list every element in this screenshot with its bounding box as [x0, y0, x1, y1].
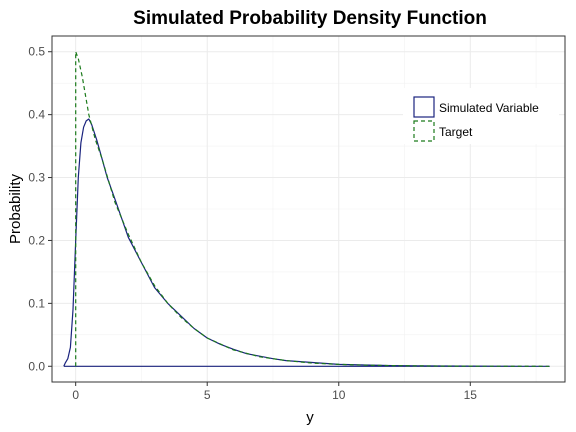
x-tick-label: 5	[204, 388, 211, 402]
legend-label-simulated-variable: Simulated Variable	[439, 101, 539, 115]
x-tick-label: 15	[464, 388, 478, 402]
y-tick-label: 0.2	[28, 233, 45, 247]
plot-border	[51, 35, 566, 383]
series-line-target	[75, 51, 550, 367]
x-tick-label: 10	[332, 388, 346, 402]
legend-key-simulated-variable	[413, 96, 435, 118]
legend: Simulated Variable Target	[403, 88, 559, 144]
x-axis-title: y	[306, 409, 314, 426]
y-tick-label: 0.5	[28, 45, 45, 59]
y-axis-title: Probability	[7, 173, 24, 244]
series-line-simulated-variable	[63, 118, 550, 367]
y-tick-label: 0.4	[28, 108, 45, 122]
series-layer	[63, 51, 550, 367]
legend-key-target	[413, 120, 435, 142]
chart-title: Simulated Probability Density Function	[133, 8, 487, 29]
x-tick-label: 0	[72, 388, 79, 402]
legend-label-target: Target	[439, 125, 473, 139]
axis-ticks: 0 5 10 15 0.0 0.1 0.2 0.3 0.4 0.5	[28, 45, 477, 402]
y-tick-label: 0.0	[28, 359, 45, 373]
y-tick-label: 0.3	[28, 171, 45, 185]
y-tick-label: 0.1	[28, 296, 45, 310]
